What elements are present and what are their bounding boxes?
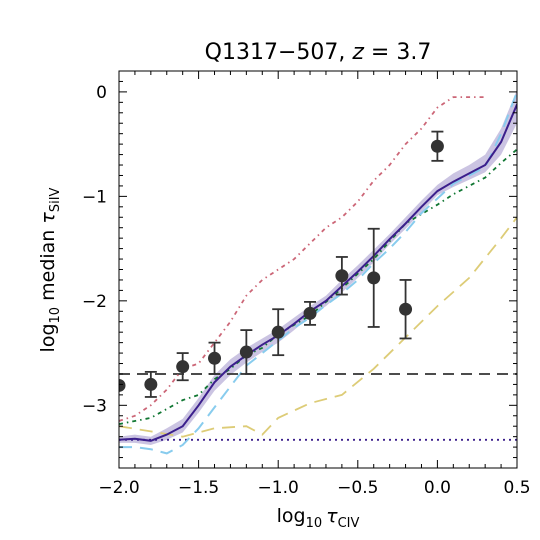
x-tick-label: −1.0 — [258, 478, 299, 498]
point-marker — [239, 345, 253, 359]
data-point — [239, 329, 253, 375]
data-point — [176, 352, 190, 382]
x-tick-label: −0.5 — [337, 478, 378, 498]
data-point — [208, 341, 222, 375]
series-line-dashed-blue — [119, 91, 517, 455]
series-line-dashdot-green — [119, 148, 517, 425]
data-point — [303, 300, 317, 326]
data-point — [367, 227, 381, 328]
x-tick-label: −1.5 — [178, 478, 219, 498]
y-tick-label: −1 — [82, 187, 107, 207]
x-tick-label: 0.5 — [503, 478, 530, 498]
x-axis-label: log10 τCIV — [277, 505, 360, 531]
point-marker — [399, 302, 413, 316]
series-line-solid — [119, 104, 517, 442]
x-tick-label: 0.0 — [424, 478, 451, 498]
y-tick-label: −2 — [82, 292, 107, 312]
series-line-dashed-yellow — [119, 216, 517, 438]
data-point — [271, 308, 285, 357]
chart-title: Q1317−507, z = 3.7 — [205, 40, 432, 65]
point-marker — [176, 360, 190, 374]
x-tick-label: −2.0 — [98, 478, 139, 498]
series-line-dashdot-red — [119, 96, 486, 422]
point-marker — [430, 139, 444, 153]
data-point — [119, 378, 126, 392]
data-point — [430, 130, 444, 162]
point-marker — [208, 351, 222, 365]
confidence-band — [119, 89, 517, 446]
data-point — [144, 370, 158, 398]
point-marker — [144, 377, 158, 391]
plot-area — [119, 89, 517, 455]
y-tick-label: 0 — [96, 83, 107, 103]
data-points — [119, 130, 444, 398]
axis-ticks: −2.0 −1.5 −1.0 −0.5 0.0 0.5 0 −1 −2 −3 — [82, 71, 531, 498]
y-axis-label: log10 median τSiIV — [37, 187, 63, 352]
data-point — [335, 256, 349, 296]
point-marker — [303, 306, 317, 320]
point-marker — [271, 325, 285, 339]
data-point — [399, 279, 413, 340]
point-marker — [119, 378, 126, 392]
y-tick-label: −3 — [82, 396, 107, 416]
point-marker — [335, 269, 349, 283]
point-marker — [367, 271, 381, 285]
plot-frame — [118, 70, 518, 469]
